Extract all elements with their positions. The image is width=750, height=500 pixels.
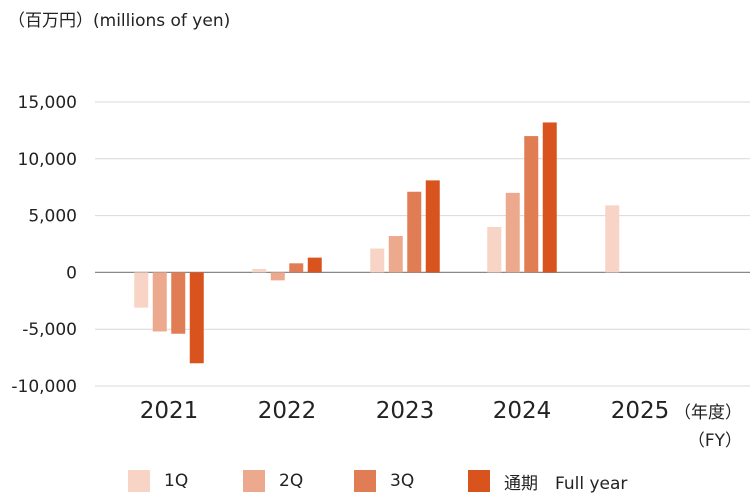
legend-swatch-full-year (468, 470, 490, 492)
legend-label-2q: 2Q (279, 471, 304, 491)
bar-2q-2021 (152, 272, 167, 332)
x-tick-label-2025: 2025 (611, 398, 670, 424)
unit-label: （百万円）(millions of yen) (8, 11, 231, 31)
y-tick-label: 0 (66, 263, 77, 283)
bar-full-year-2023 (425, 180, 440, 273)
y-tick-label: -5,000 (22, 320, 77, 340)
y-tick-label: 10,000 (18, 150, 77, 170)
legend-item-1q: 1Q (128, 466, 188, 496)
x-tick-label-2023: 2023 (376, 398, 435, 424)
bar-2q-2022 (270, 272, 285, 281)
x-tick-label-2024: 2024 (493, 398, 552, 424)
legend-item-full-year: 通期 Full year (468, 466, 627, 496)
legend-label-1q: 1Q (164, 471, 189, 491)
y-tick-label: 15,000 (18, 93, 77, 113)
bars (134, 122, 620, 364)
bar-full-year-2021 (189, 272, 204, 364)
legend: 1Q 2Q 3Q 通期 Full year (0, 466, 750, 496)
legend-item-2q: 2Q (243, 466, 303, 496)
bar-1q-2024 (487, 226, 502, 273)
bar-1q-2022 (252, 268, 267, 273)
legend-item-3q: 3Q (354, 466, 414, 496)
legend-swatch-3q (354, 470, 376, 492)
x-axis-ticks: 2021 2022 2023 2024 2025 (140, 398, 670, 424)
x-tick-label-2021: 2021 (140, 398, 199, 424)
gridlines (95, 101, 750, 387)
y-tick-label: -10,000 (11, 377, 77, 397)
bar-3q-2023 (407, 191, 422, 273)
bar-2q-2024 (505, 192, 520, 273)
bar-1q-2025 (605, 205, 620, 273)
bar-3q-2024 (524, 136, 539, 273)
legend-label-3q: 3Q (390, 471, 415, 491)
y-axis-ticks: 15,000 10,000 5,000 0 -5,000 -10,000 (11, 93, 77, 397)
x-tick-label-2022: 2022 (258, 398, 317, 424)
fy-label-ja: （年度） (674, 403, 742, 423)
bar-full-year-2024 (542, 122, 557, 273)
bar-full-year-2022 (307, 257, 322, 273)
bar-3q-2021 (171, 272, 186, 334)
bar-1q-2021 (134, 272, 149, 308)
bar-2q-2023 (388, 236, 403, 273)
bar-chart: 15,000 10,000 5,000 0 -5,000 -10,000 2021 2022… (11, 93, 750, 451)
bar-1q-2023 (370, 248, 385, 273)
fy-label-en: （FY） (688, 431, 742, 451)
legend-label-full-year: 通期 Full year (504, 473, 628, 494)
legend-swatch-1q (128, 470, 150, 492)
y-tick-label: 5,000 (28, 207, 77, 227)
bar-3q-2022 (289, 263, 304, 273)
legend-swatch-2q (243, 470, 265, 492)
